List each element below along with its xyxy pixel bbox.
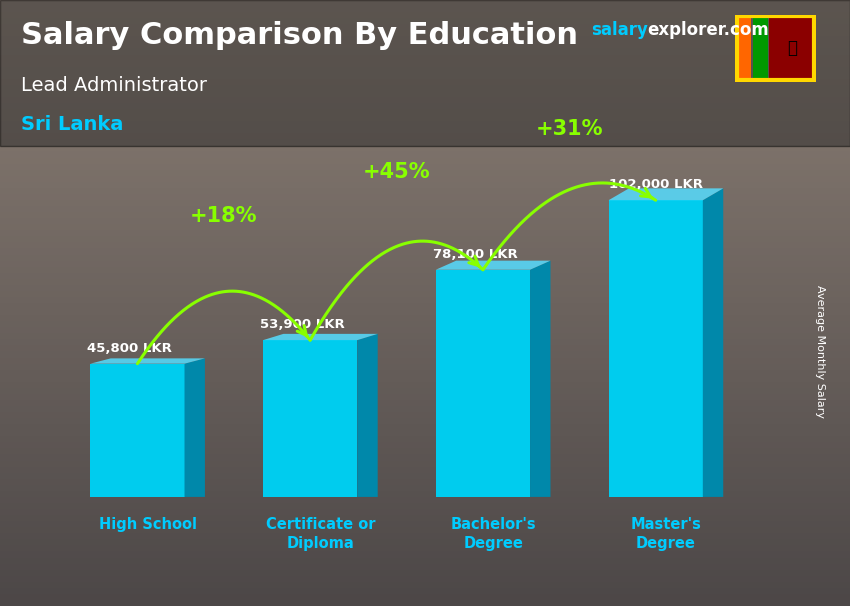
FancyBboxPatch shape bbox=[769, 16, 814, 81]
FancyBboxPatch shape bbox=[0, 0, 850, 146]
FancyBboxPatch shape bbox=[753, 16, 768, 81]
Text: Sri Lanka: Sri Lanka bbox=[21, 115, 123, 134]
Text: Lead Administrator: Lead Administrator bbox=[21, 76, 207, 95]
Text: 45,800 LKR: 45,800 LKR bbox=[87, 342, 172, 355]
Text: +31%: +31% bbox=[536, 119, 603, 139]
FancyBboxPatch shape bbox=[737, 16, 751, 81]
Polygon shape bbox=[436, 270, 530, 497]
Polygon shape bbox=[609, 188, 723, 200]
Text: High School: High School bbox=[99, 517, 196, 532]
Text: 102,000 LKR: 102,000 LKR bbox=[609, 178, 703, 191]
Polygon shape bbox=[530, 261, 551, 497]
Polygon shape bbox=[436, 261, 551, 270]
Polygon shape bbox=[263, 334, 377, 340]
Text: Average Monthly Salary: Average Monthly Salary bbox=[815, 285, 825, 418]
Text: Salary Comparison By Education: Salary Comparison By Education bbox=[21, 21, 578, 50]
Polygon shape bbox=[703, 188, 723, 497]
Text: explorer.com: explorer.com bbox=[648, 21, 769, 39]
Polygon shape bbox=[357, 334, 377, 497]
Text: 78,100 LKR: 78,100 LKR bbox=[433, 248, 518, 261]
Text: Master's
Degree: Master's Degree bbox=[631, 517, 701, 550]
Polygon shape bbox=[609, 200, 703, 497]
Text: salary: salary bbox=[591, 21, 648, 39]
Polygon shape bbox=[263, 340, 357, 497]
Polygon shape bbox=[184, 358, 205, 497]
Text: 53,900 LKR: 53,900 LKR bbox=[260, 318, 345, 331]
Text: 🦁: 🦁 bbox=[787, 39, 796, 58]
Polygon shape bbox=[90, 358, 205, 364]
Text: +45%: +45% bbox=[363, 162, 430, 182]
Polygon shape bbox=[90, 364, 184, 497]
Text: Certificate or
Diploma: Certificate or Diploma bbox=[265, 517, 375, 550]
Text: +18%: +18% bbox=[190, 206, 258, 226]
Text: Bachelor's
Degree: Bachelor's Degree bbox=[450, 517, 536, 550]
